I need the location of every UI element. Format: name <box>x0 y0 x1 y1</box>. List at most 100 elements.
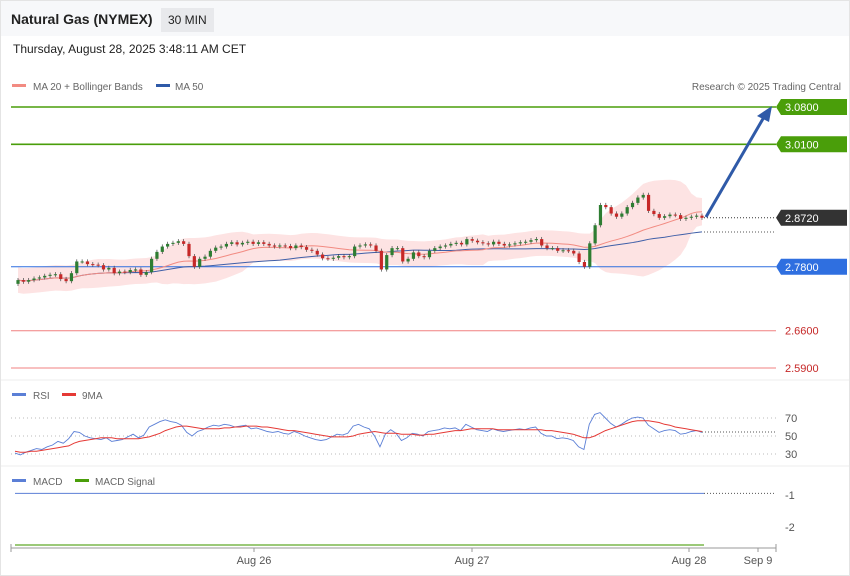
candle-body <box>278 245 282 247</box>
candle-body <box>64 279 68 282</box>
projection-arrow <box>704 116 766 218</box>
macd-legend-swatch <box>12 479 26 482</box>
candle-body <box>689 216 693 218</box>
candle-body <box>85 261 90 265</box>
candle-body <box>502 243 506 246</box>
candle-body <box>662 216 667 218</box>
candle-body <box>449 243 453 246</box>
macd-tick-label: -2 <box>785 522 795 534</box>
candle-body <box>598 205 603 226</box>
x-axis: Aug 26 Aug 27 Aug 28 Sep 9 <box>10 544 777 567</box>
candle-body <box>481 242 485 244</box>
candle-body <box>166 243 170 247</box>
candle-body <box>320 254 325 259</box>
candle-body <box>353 246 357 257</box>
rsi-legend-label: RSI <box>33 391 50 402</box>
candle-body <box>422 256 426 258</box>
candle-body <box>652 210 656 215</box>
candle-body <box>614 213 619 217</box>
candle-body <box>577 253 581 263</box>
candle-body <box>342 256 346 258</box>
candle-body <box>513 243 517 245</box>
candle-body <box>438 246 442 249</box>
candle-body <box>609 207 613 214</box>
rsi-ma-legend-label: 9MA <box>82 391 103 402</box>
candle-body <box>401 248 405 262</box>
candle-body <box>508 244 512 246</box>
candle-body <box>240 242 245 245</box>
candle-body <box>272 245 277 247</box>
rsi-tick-label: 30 <box>785 449 797 461</box>
candle-body <box>486 243 490 245</box>
candle-body <box>417 252 421 257</box>
ma50-legend-swatch <box>156 84 170 87</box>
candle-body <box>630 202 635 208</box>
candle-body <box>21 280 25 282</box>
ma20-legend-label: MA 20 + Bollinger Bands <box>33 82 143 93</box>
candle-body <box>673 214 677 216</box>
x-tick-label: Aug 27 <box>455 555 490 567</box>
candle-body <box>331 257 335 259</box>
candle-body <box>117 271 122 274</box>
candle-body <box>545 245 549 249</box>
candle-body <box>475 240 480 243</box>
candle-body <box>625 207 629 214</box>
candle-body <box>75 261 79 274</box>
candle-body <box>411 252 416 259</box>
candle-body <box>32 278 36 281</box>
macd-signal-legend-swatch <box>75 479 89 482</box>
candle-body <box>16 280 20 284</box>
candle-body <box>315 250 319 255</box>
candle-body <box>636 197 640 203</box>
rsi-panel: 70 50 30 <box>11 412 797 461</box>
candle-body <box>176 241 180 243</box>
candle-body <box>491 241 496 245</box>
level-tag-2.8720 <box>776 209 847 226</box>
candle-body <box>251 241 255 244</box>
candle-body <box>582 262 587 267</box>
candle-body <box>679 215 683 219</box>
candle-body <box>80 261 84 263</box>
rsi-ma-line <box>14 420 703 453</box>
candle-body <box>139 269 143 275</box>
timeframe-button[interactable]: 30 MIN <box>161 8 214 32</box>
candle-body <box>235 242 239 245</box>
price-panel: 3.0800 3.0100 2.8720 2.7800 2.6600 2.5900 <box>11 99 847 375</box>
candle-body <box>369 244 373 246</box>
macd-panel: -1 -2 <box>15 490 795 546</box>
candle-body <box>107 267 111 270</box>
level-label-2.6600: 2.6600 <box>785 326 819 338</box>
candle-body <box>91 264 95 266</box>
candle-body <box>198 258 202 267</box>
candle-body <box>43 275 47 278</box>
candle-body <box>588 243 592 267</box>
candle-body <box>53 274 58 276</box>
candle-body <box>48 274 52 276</box>
candle-body <box>112 267 116 274</box>
rsi-ma-legend-swatch <box>62 393 76 396</box>
candle-body <box>208 250 212 257</box>
candle-body <box>283 245 287 247</box>
candle-body <box>267 243 271 246</box>
credit-text: Research © 2025 Trading Central <box>692 82 841 93</box>
candle-body <box>427 250 432 258</box>
ma50-line <box>17 231 703 282</box>
candle-body <box>246 241 250 243</box>
candle-body <box>294 245 298 249</box>
candle-body <box>470 239 474 241</box>
level-label-3.0100: 3.0100 <box>785 139 819 151</box>
candle-body <box>604 205 608 208</box>
x-tick-label: Aug 28 <box>672 555 707 567</box>
candle-body <box>540 239 544 246</box>
level-label-2.8720: 2.8720 <box>785 213 819 225</box>
candle-body <box>534 239 538 241</box>
level-label-2.7800: 2.7800 <box>785 262 819 274</box>
macd-legend-label: MACD <box>33 477 62 488</box>
rsi-line <box>14 412 703 456</box>
candle-body <box>443 245 448 247</box>
candle-body <box>684 217 688 219</box>
candle-body <box>230 242 234 244</box>
candle-body <box>433 248 437 251</box>
candle-body <box>214 247 218 251</box>
